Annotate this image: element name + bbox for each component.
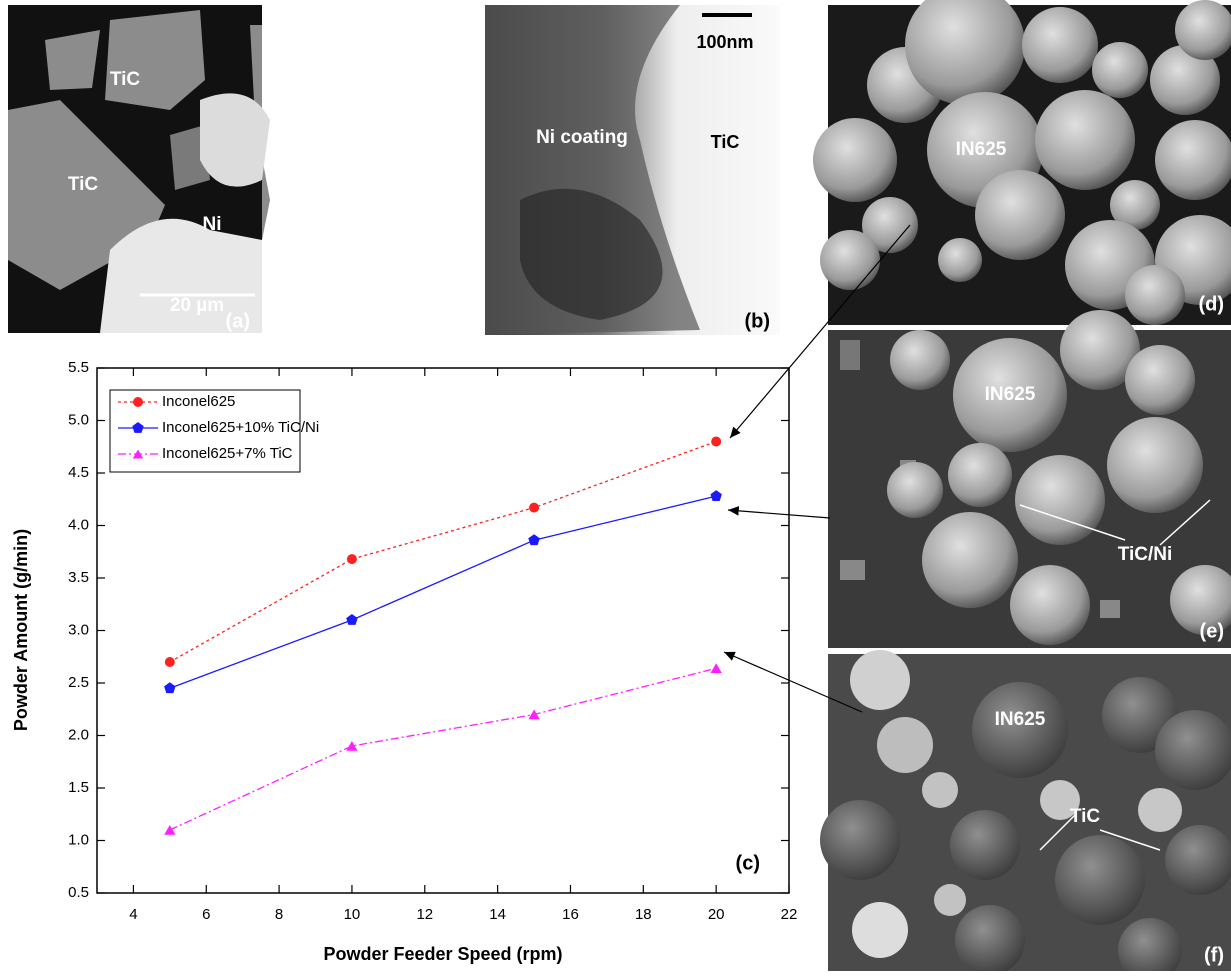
x-tick-label: 12 — [416, 906, 433, 923]
y-axis-title: Powder Amount (g/min) — [11, 529, 31, 731]
panel-label: Ni coating — [536, 127, 628, 148]
panel-f: IN625 TiC (f) — [820, 650, 1231, 971]
legend-label: Inconel625 — [162, 393, 235, 410]
x-tick-label: 14 — [489, 906, 506, 923]
panel-label: TiC/Ni — [1118, 544, 1173, 565]
y-tick-label: 5.0 — [68, 411, 89, 428]
y-tick-label: 4.0 — [68, 516, 89, 533]
x-tick-label: 16 — [562, 906, 579, 923]
panel-label: TiC — [68, 174, 99, 195]
panel-e: IN625 TiC/Ni (e) — [828, 310, 1231, 648]
x-tick-label: 6 — [202, 906, 210, 923]
panel-label: IN625 — [985, 384, 1036, 405]
legend-label: Inconel625+7% TiC — [162, 445, 293, 462]
data-point — [529, 503, 539, 513]
panel-d: IN625 (d) — [813, 0, 1231, 325]
panel-tag: (b) — [744, 310, 770, 332]
scale-bar-label: 20 µm — [170, 295, 224, 316]
figure: TiC TiC TiC Ni 20 µm (a) 100nm Ni coatin… — [0, 0, 1231, 971]
y-tick-label: 5.5 — [68, 359, 89, 376]
panel-tag: (a) — [226, 310, 250, 332]
panel-label: IN625 — [995, 709, 1046, 730]
panel-label: IN625 — [956, 139, 1007, 160]
panel-label: TiC — [350, 109, 381, 130]
y-tick-label: 4.5 — [68, 464, 89, 481]
scale-bar-label: 100nm — [696, 32, 753, 52]
chart: Powder Feeder Speed (rpm) Powder Amount … — [11, 359, 798, 964]
y-tick-label: 1.5 — [68, 779, 89, 796]
panel-tag: (f) — [1204, 944, 1224, 966]
panel-label: Ni — [203, 214, 222, 235]
y-tick-label: 2.0 — [68, 726, 89, 743]
data-point — [165, 657, 175, 667]
panel-label: TiC — [1070, 806, 1101, 827]
x-tick-label: 8 — [275, 906, 283, 923]
y-tick-label: 3.5 — [68, 569, 89, 586]
panel-tag: (e) — [1200, 620, 1224, 642]
y-tick-label: 3.0 — [68, 621, 89, 638]
x-tick-label: 20 — [708, 906, 725, 923]
data-point — [711, 437, 721, 447]
x-tick-label: 22 — [781, 906, 798, 923]
legend-label: Inconel625+10% TiC/Ni — [162, 419, 319, 436]
panel-a: TiC TiC TiC Ni 20 µm (a) — [8, 5, 380, 333]
x-axis-title: Powder Feeder Speed (rpm) — [323, 944, 562, 964]
chart-annotation: (c) — [736, 852, 760, 874]
data-point — [347, 554, 357, 564]
legend-symbol — [133, 397, 143, 407]
x-tick-label: 4 — [129, 906, 137, 923]
panel-label: TiC — [110, 69, 141, 90]
y-tick-label: 2.5 — [68, 674, 89, 691]
y-tick-label: 1.0 — [68, 831, 89, 848]
x-tick-label: 10 — [344, 906, 361, 923]
panel-label: TiC — [711, 132, 740, 152]
y-tick-label: 0.5 — [68, 884, 89, 901]
panel-b: 100nm Ni coating TiC (b) — [485, 5, 780, 335]
panel-tag: (d) — [1198, 293, 1224, 315]
x-tick-label: 18 — [635, 906, 652, 923]
